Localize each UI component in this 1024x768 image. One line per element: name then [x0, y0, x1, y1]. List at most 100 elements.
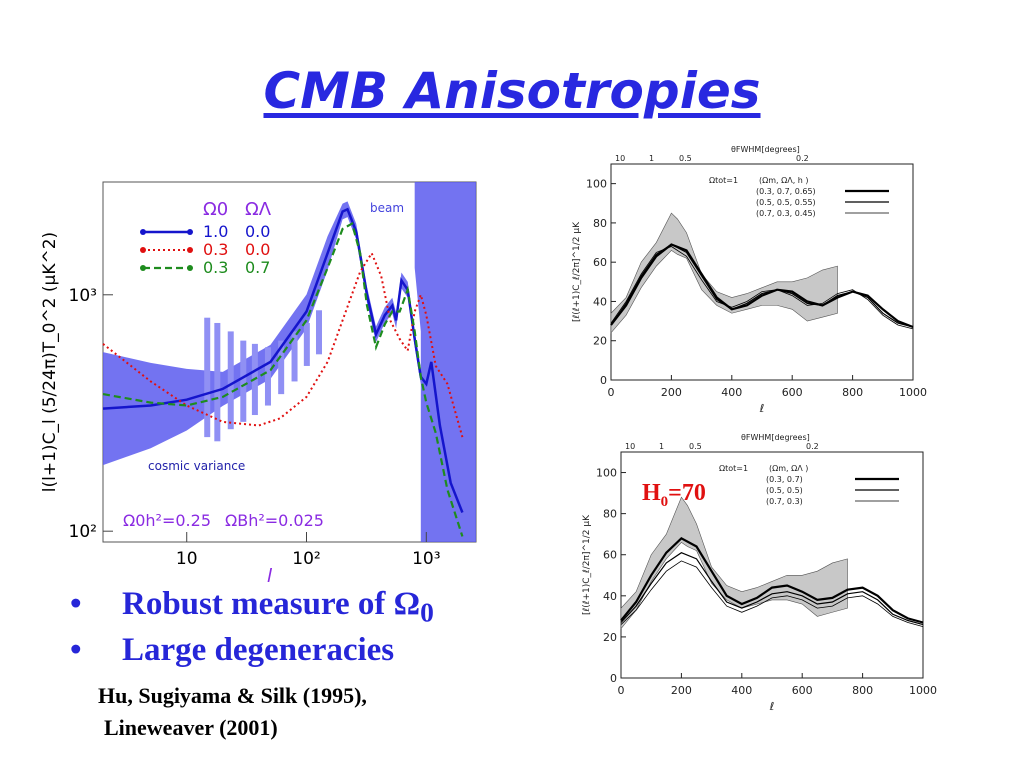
legend-label: 0.7 [245, 258, 270, 277]
y-tick-label: 10³ [69, 286, 97, 306]
legend-label: (0.5, 0.5) [766, 486, 803, 495]
legend-label: (0.7, 0.3, 0.45) [756, 209, 816, 218]
legend-label: 0.3 [203, 258, 228, 277]
y-axis-label: [ℓ(ℓ+1)C_ℓ/2π]^1/2 μK [582, 514, 592, 615]
y-tick-label: 0 [610, 672, 617, 685]
legend-label: (0.5, 0.5, 0.55) [756, 198, 816, 207]
omega-lambda-chart: 0 200 400 600 800 1000 0 20 40 60 80 100 ℓ [ℓ(ℓ+1)C_ℓ… [572, 145, 927, 415]
top-tick-label: 10 [625, 442, 635, 451]
legend-header: ΩΛ [245, 199, 272, 220]
series-line [102, 251, 464, 438]
legend-label: 0.0 [245, 222, 270, 241]
x-tick-label: 10² [292, 549, 320, 569]
top-tick-label: 0.5 [679, 154, 692, 163]
data-bar [315, 310, 322, 355]
legend-marker [187, 265, 193, 271]
slide-title: CMB Anisotropies [263, 62, 761, 120]
x-tick-label: 1000 [909, 684, 937, 697]
y-axis-label: [ℓ(ℓ+1)C_ℓ/2π]^1/2 μK [572, 221, 582, 322]
data-bar [204, 317, 211, 438]
x-tick-label: 200 [661, 386, 682, 399]
series-line [610, 246, 914, 330]
data-bar [240, 340, 247, 422]
legend-label: (0.7, 0.3) [766, 497, 803, 506]
y-tick-label: 20 [593, 335, 607, 348]
top-tick-label: 1 [649, 154, 654, 163]
y-tick-label: 100 [596, 467, 617, 480]
legend-header: Ωtot=1 [719, 464, 748, 473]
y-axis-label: l(l+1)C_l (5/24π)T_0^2 (μK^2) [40, 232, 60, 492]
plot-frame [102, 181, 477, 543]
legend-label: 1.0 [203, 222, 228, 241]
legend-label: (0.3, 0.7) [766, 475, 803, 484]
reference-line: Hu, Sugiyama & Silk (1995), [98, 683, 367, 708]
top-tick-label: 0.2 [806, 442, 819, 451]
series-line [620, 560, 924, 627]
data-bar [264, 347, 271, 406]
x-tick-label: 10 [176, 549, 198, 569]
x-tick-label: 0 [608, 386, 615, 399]
y-tick-label: 10² [69, 522, 97, 542]
x-tick-label: 1000 [899, 386, 927, 399]
x-tick-label: 600 [782, 386, 803, 399]
y-tick-label: 80 [603, 508, 617, 521]
series-line [610, 243, 914, 329]
x-tick-label: 800 [852, 684, 873, 697]
data-bar [291, 331, 298, 382]
top-axis-label: θFWHM[degrees] [731, 145, 800, 154]
data-bar [278, 340, 285, 395]
annotation-beam: beam [370, 201, 404, 215]
y-tick-label: 60 [603, 549, 617, 562]
legend-header: Ωtot=1 [709, 176, 738, 185]
bullet-list: • Robust measure of Ω0 • Large degeneracie… [70, 584, 434, 676]
y-tick-label: 100 [586, 178, 607, 191]
y-tick-label: 0 [600, 374, 607, 387]
beam-band [414, 182, 476, 542]
annotation-omegaBh2: ΩBh²=0.025 [225, 511, 324, 530]
legend-columns: (Ωm, ΩΛ ) [769, 464, 808, 473]
top-tick-label: 0.5 [689, 442, 702, 451]
legend-marker [187, 229, 193, 235]
bullet-item: • Robust measure of Ω0 [70, 586, 434, 628]
series-line [620, 536, 924, 624]
x-axis-label: ℓ [769, 700, 775, 713]
series-line [102, 207, 464, 513]
top-tick-label: 1 [659, 442, 664, 451]
data-bar [303, 322, 310, 366]
h0-label: H0=70 [642, 480, 706, 510]
reference-line: Lineweaver (2001) [104, 715, 278, 740]
y-tick-label: 20 [603, 631, 617, 644]
x-axis-label: l [267, 565, 273, 587]
x-tick-label: 0 [618, 684, 625, 697]
y-tick-label: 40 [603, 590, 617, 603]
x-tick-label: 600 [792, 684, 813, 697]
x-axis-label: ℓ [759, 402, 765, 415]
annotation-cosmic-variance: cosmic variance [148, 459, 245, 473]
legend-marker [187, 247, 193, 253]
legend-label: (0.3, 0.7, 0.65) [756, 187, 816, 196]
references: Hu, Sugiyama & Silk (1995), Lineweaver (… [98, 680, 367, 744]
measurement-band [620, 496, 848, 630]
top-axis-label: θFWHM[degrees] [741, 433, 810, 442]
series-line [620, 552, 924, 626]
top-tick-label: 0.2 [796, 154, 809, 163]
legend-columns: (Ωm, ΩΛ, h ) [759, 176, 809, 185]
y-tick-label: 40 [593, 295, 607, 308]
data-bar [214, 322, 221, 442]
cmb-spectrum-chart: 10 10² 10³ 10³ 10² l l(l+1)C_l (5/24π)T_0^2 (μ… [40, 181, 477, 587]
top-tick-label: 10 [615, 154, 625, 163]
legend-header: Ω0 [203, 199, 228, 220]
x-tick-label: 200 [671, 684, 692, 697]
annotation-omega0h2: Ω0h²=0.25 [123, 511, 211, 530]
omega-matter-chart: 0 200 400 600 800 1000 0 20 40 60 80 100 ℓ [ℓ(ℓ+1)C_ℓ… [582, 433, 937, 713]
legend-label: 0.3 [203, 240, 228, 259]
measurement-band [610, 212, 838, 334]
legend-label: 0.0 [245, 240, 270, 259]
data-bar [227, 331, 234, 430]
legend-marker [140, 247, 146, 253]
series-line [610, 243, 914, 328]
series-line [102, 221, 464, 537]
bullet-item: • Large degeneracies [70, 632, 395, 668]
plot-frame [610, 163, 914, 381]
x-tick-label: 400 [731, 684, 752, 697]
